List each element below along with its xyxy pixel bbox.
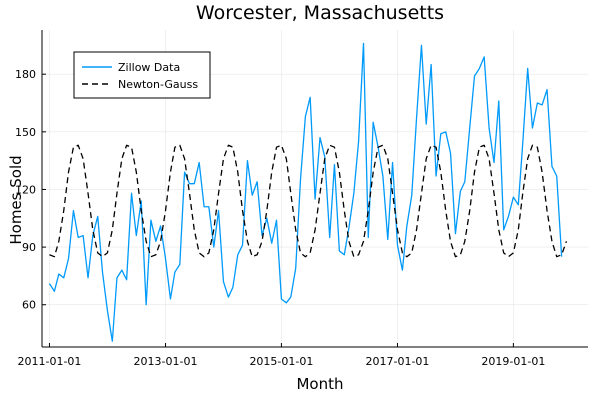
series-line-zillow-data [48, 42, 563, 342]
y-tick-label: 150 [15, 126, 36, 139]
x-tick-label: 2019-01-01 [481, 355, 545, 368]
x-tick-label: 2013-01-01 [134, 355, 198, 368]
y-tick-label: 60 [22, 299, 36, 312]
chart-title: Worcester, Massachusetts [196, 2, 444, 24]
legend-label-zillow-data: Zillow Data [118, 61, 180, 74]
x-axis-title: Month [296, 375, 343, 393]
axes [41, 30, 588, 348]
y-tick-label: 120 [15, 183, 36, 196]
x-tick-label: 2017-01-01 [366, 355, 430, 368]
legend-label-newton-gauss: Newton-Gauss [118, 78, 198, 91]
grid [42, 30, 588, 347]
y-tick-label: 180 [15, 68, 36, 81]
ticks: 2011-01-01 2013-01-01 2015-01-01 2017-01-01… [15, 68, 545, 368]
x-tick-label: 2015-01-01 [249, 355, 313, 368]
series-layer [48, 42, 568, 342]
y-tick-label: 90 [22, 241, 36, 254]
y-axis-title: Homes Sold [7, 155, 25, 244]
legend-box [73, 51, 211, 99]
x-tick-label: 2011-01-01 [17, 355, 81, 368]
legend: Zillow Data Newton-Gauss [73, 51, 211, 99]
